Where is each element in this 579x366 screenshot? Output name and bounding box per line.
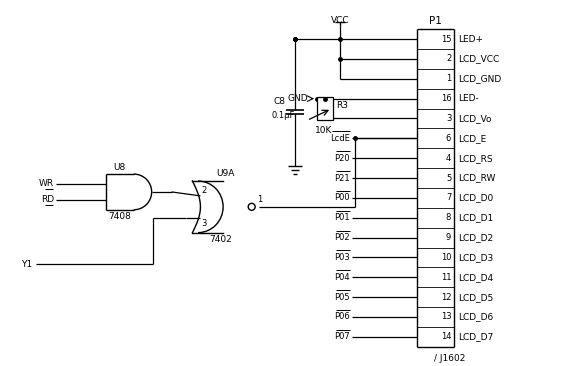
Text: P00: P00 (334, 193, 350, 202)
Text: P04: P04 (334, 273, 350, 282)
Text: 3: 3 (201, 219, 207, 228)
Text: 10K: 10K (315, 126, 332, 135)
Text: LED+: LED+ (458, 35, 483, 44)
Text: 10: 10 (441, 253, 451, 262)
Text: 2: 2 (201, 186, 207, 195)
Text: LCD_GND: LCD_GND (458, 74, 501, 83)
Text: P06: P06 (334, 313, 350, 321)
Text: LCD_VCC: LCD_VCC (458, 55, 500, 63)
Text: U9A: U9A (216, 169, 234, 178)
Text: LCD_D6: LCD_D6 (458, 313, 493, 321)
Text: / J1602: / J1602 (434, 354, 466, 363)
Text: P02: P02 (334, 233, 350, 242)
Text: LCD_D3: LCD_D3 (458, 253, 493, 262)
Text: R3: R3 (336, 101, 348, 110)
Text: P01: P01 (334, 213, 350, 222)
Text: 2: 2 (446, 55, 451, 63)
Text: 11: 11 (441, 273, 451, 282)
Text: WR: WR (39, 179, 54, 188)
Text: LCD_D1: LCD_D1 (458, 213, 493, 222)
Text: 7: 7 (446, 193, 451, 202)
Text: LCD_RS: LCD_RS (458, 154, 493, 163)
Text: P07: P07 (334, 332, 350, 341)
Text: 1: 1 (257, 195, 262, 204)
Text: P1: P1 (430, 16, 442, 26)
Text: LCD_D5: LCD_D5 (458, 293, 493, 302)
Text: 1: 1 (446, 74, 451, 83)
Text: U8: U8 (113, 163, 126, 172)
Text: 0.1μF: 0.1μF (271, 111, 295, 120)
Text: 7408: 7408 (108, 212, 131, 221)
Text: LcdE: LcdE (330, 134, 350, 143)
Text: Y1: Y1 (21, 260, 32, 269)
Text: P05: P05 (334, 293, 350, 302)
Text: LCD_Vo: LCD_Vo (458, 114, 492, 123)
Text: LCD_D2: LCD_D2 (458, 233, 493, 242)
Text: LCD_D4: LCD_D4 (458, 273, 493, 282)
Text: VCC: VCC (331, 16, 349, 25)
Text: RD: RD (41, 195, 54, 204)
Text: LCD_E: LCD_E (458, 134, 486, 143)
Text: LED-: LED- (458, 94, 479, 103)
Text: 5: 5 (446, 173, 451, 183)
Text: 6: 6 (446, 134, 451, 143)
Text: P21: P21 (334, 173, 350, 183)
Text: GND: GND (287, 94, 307, 103)
Text: 9: 9 (446, 233, 451, 242)
Text: 16: 16 (441, 94, 451, 103)
Text: 3: 3 (446, 114, 451, 123)
Text: 7402: 7402 (209, 235, 232, 244)
Text: P03: P03 (334, 253, 350, 262)
Text: 4: 4 (446, 154, 451, 163)
Text: LCD_D7: LCD_D7 (458, 332, 493, 341)
Text: 15: 15 (441, 35, 451, 44)
Text: LCD_D0: LCD_D0 (458, 193, 493, 202)
Text: P20: P20 (334, 154, 350, 163)
Text: LCD_RW: LCD_RW (458, 173, 496, 183)
Text: 12: 12 (441, 293, 451, 302)
Text: 13: 13 (441, 313, 451, 321)
FancyBboxPatch shape (317, 97, 333, 120)
Text: 8: 8 (446, 213, 451, 222)
Text: 14: 14 (441, 332, 451, 341)
Text: C8: C8 (273, 97, 285, 106)
